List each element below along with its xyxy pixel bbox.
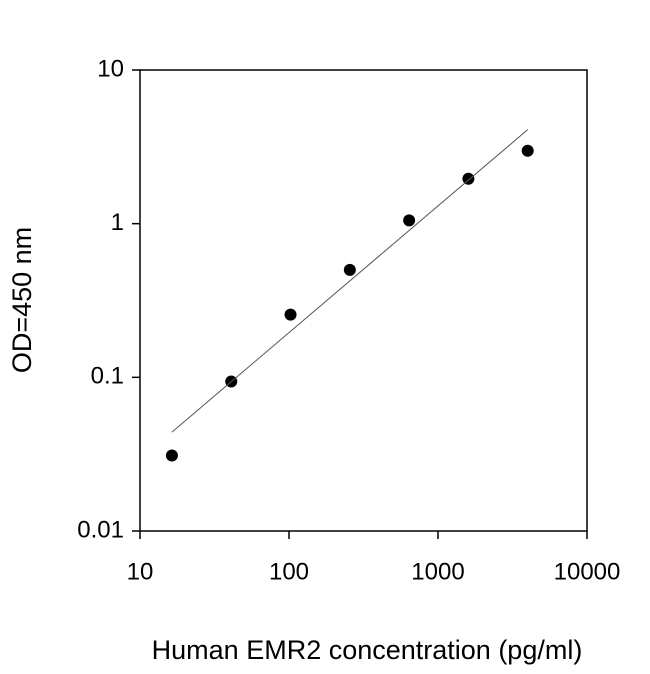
data-point [403,214,416,227]
x-axis-title: Human EMR2 concentration (pg/ml) [152,635,583,665]
x-tick-label: 10 [127,558,154,585]
data-point [165,449,178,462]
data-point [462,172,475,185]
x-tick-label: 10000 [554,558,621,585]
fit-line [171,129,529,433]
y-tick-label: 0.1 [91,363,124,390]
data-point [284,308,297,321]
data-point [521,144,534,157]
data-point [343,263,356,276]
x-tick-label: 1000 [411,558,464,585]
plot-frame [139,69,588,532]
y-tick-label: 1 [111,209,124,236]
y-tick-label: 10 [97,55,124,82]
y-tick-label: 0.01 [77,516,124,543]
x-tick-label: 100 [269,558,309,585]
y-axis-title: OD=450 nm [7,227,37,373]
